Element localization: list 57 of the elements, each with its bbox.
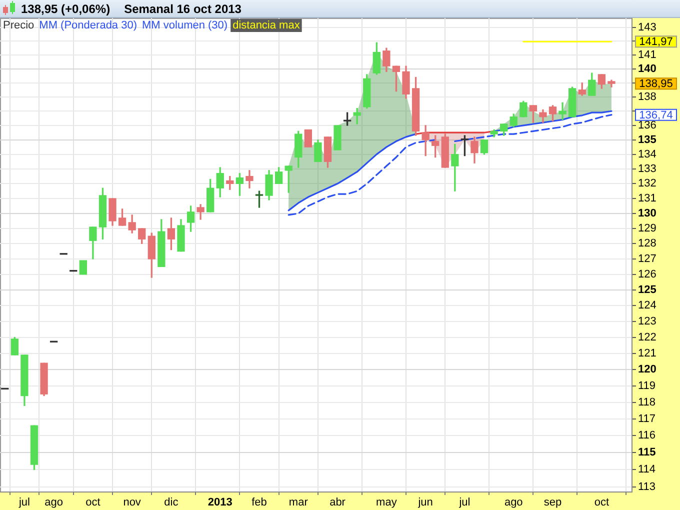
x-tick-label: sep — [544, 496, 562, 509]
candlestick — [79, 260, 87, 275]
text: distancia max — [232, 20, 300, 32]
y-tick-label: 124 — [638, 300, 656, 312]
y-tick-label: 143 — [638, 22, 656, 34]
y-tick-label: 133 — [638, 162, 656, 175]
x-tick-label: ago — [504, 496, 523, 509]
y-tick-label: 121 — [638, 347, 656, 360]
text: MM volumen (30) — [142, 20, 228, 32]
y-tick-label: 130 — [638, 207, 656, 220]
text: 136,74 — [639, 109, 673, 122]
candlestick — [334, 125, 342, 150]
y-tick-label: 126 — [638, 268, 656, 280]
x-tick-label: oct — [594, 496, 610, 509]
chart-subtitle: Semanal 16 oct 2013 — [124, 2, 242, 16]
y-tick-label: 122 — [638, 331, 656, 344]
y-tick-label: 136 — [638, 119, 656, 132]
y-tick-label: 118 — [638, 396, 656, 408]
y-tick-label: 128 — [638, 238, 656, 250]
text: MM (Ponderada 30) — [39, 20, 138, 32]
x-tick-label: ago — [44, 496, 63, 509]
y-tick-label: 132 — [638, 178, 656, 190]
y-tick-label: 140 — [638, 62, 656, 75]
y-tick-label: 113 — [638, 480, 656, 493]
x-tick-label: jul — [458, 496, 470, 509]
y-tick-label: 129 — [638, 222, 656, 235]
y-tick-label: 119 — [638, 380, 656, 392]
x-tick-label: abr — [330, 496, 346, 509]
x-tick-label: may — [376, 496, 398, 509]
y-tick-label: 123 — [638, 315, 656, 328]
x-tick-label: nov — [123, 496, 142, 509]
x-tick-label: dic — [164, 496, 179, 509]
legend-label: Precio — [3, 20, 34, 32]
y-tick-label: 134 — [638, 148, 656, 160]
y-tick-label: 127 — [638, 253, 656, 266]
y-tick-label: 135 — [638, 134, 656, 146]
y-tick-label: 114 — [638, 464, 656, 476]
candlestick — [558, 102, 566, 120]
x-tick-label: jun — [417, 496, 433, 509]
y-tick-label: 117 — [638, 412, 656, 425]
y-tick-label: 116 — [638, 430, 656, 442]
candlestick — [304, 129, 312, 148]
y-tick-label: 141 — [638, 49, 656, 62]
text: 138,95 — [639, 78, 673, 90]
y-tick-label: 125 — [638, 284, 656, 296]
chart-title: 138,95 (+0,06%) — [21, 2, 110, 16]
y-tick-label: 131 — [638, 192, 656, 205]
x-tick-label: oct — [86, 496, 100, 509]
x-tick-label: jul — [18, 496, 30, 509]
x-tick-label: feb — [252, 496, 267, 509]
text: 141,97 — [639, 36, 673, 48]
y-tick-label: 120 — [638, 364, 656, 376]
x-tick-label: 2013 — [208, 496, 232, 509]
y-tick-label: 115 — [638, 446, 656, 459]
y-tick-label: 138 — [638, 90, 656, 103]
candlestick — [422, 125, 430, 156]
x-tick-label: mar — [288, 496, 308, 509]
